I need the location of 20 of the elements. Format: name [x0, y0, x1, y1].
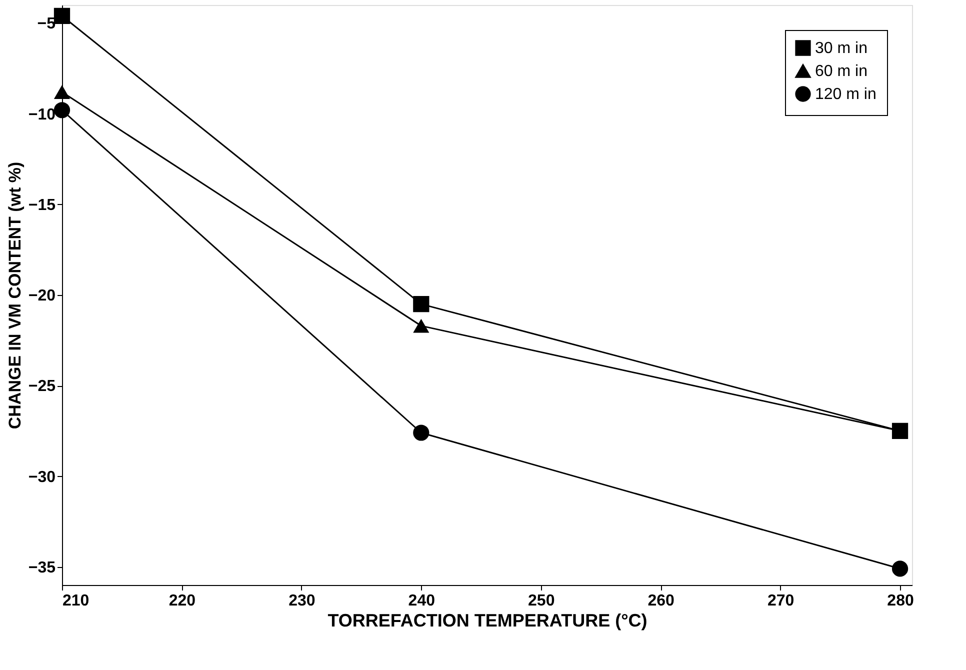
y-tick-label: −30	[28, 468, 56, 486]
y-tick-label: −25	[28, 378, 56, 396]
legend-label: 30 m in	[815, 40, 868, 57]
y-tick-label: −20	[28, 288, 56, 304]
y-axis-title: CHANGE IN VM CONTENT (wt %)	[5, 162, 24, 430]
y-tick-label: −15	[28, 196, 56, 214]
x-tick-label: 230	[288, 592, 316, 610]
y-tick-label: −10	[28, 106, 56, 124]
x-tick-label: 240	[408, 592, 436, 610]
x-tick-label: 260	[648, 592, 675, 610]
y-tick-label: −5	[37, 16, 56, 33]
y-tick-label: −35	[28, 559, 56, 576]
x-tick-label: 220	[168, 592, 196, 610]
legend-label: 120 m in	[815, 86, 876, 103]
legend-label: 60 m in	[815, 63, 868, 80]
x-tick-label: 280	[887, 592, 914, 610]
x-tick-label: 250	[528, 592, 555, 610]
x-tick-label: 270	[767, 592, 794, 610]
x-tick-label: 210	[62, 592, 90, 610]
x-axis-title: TORREFACTION TEMPERATURE (°C)	[328, 610, 648, 630]
